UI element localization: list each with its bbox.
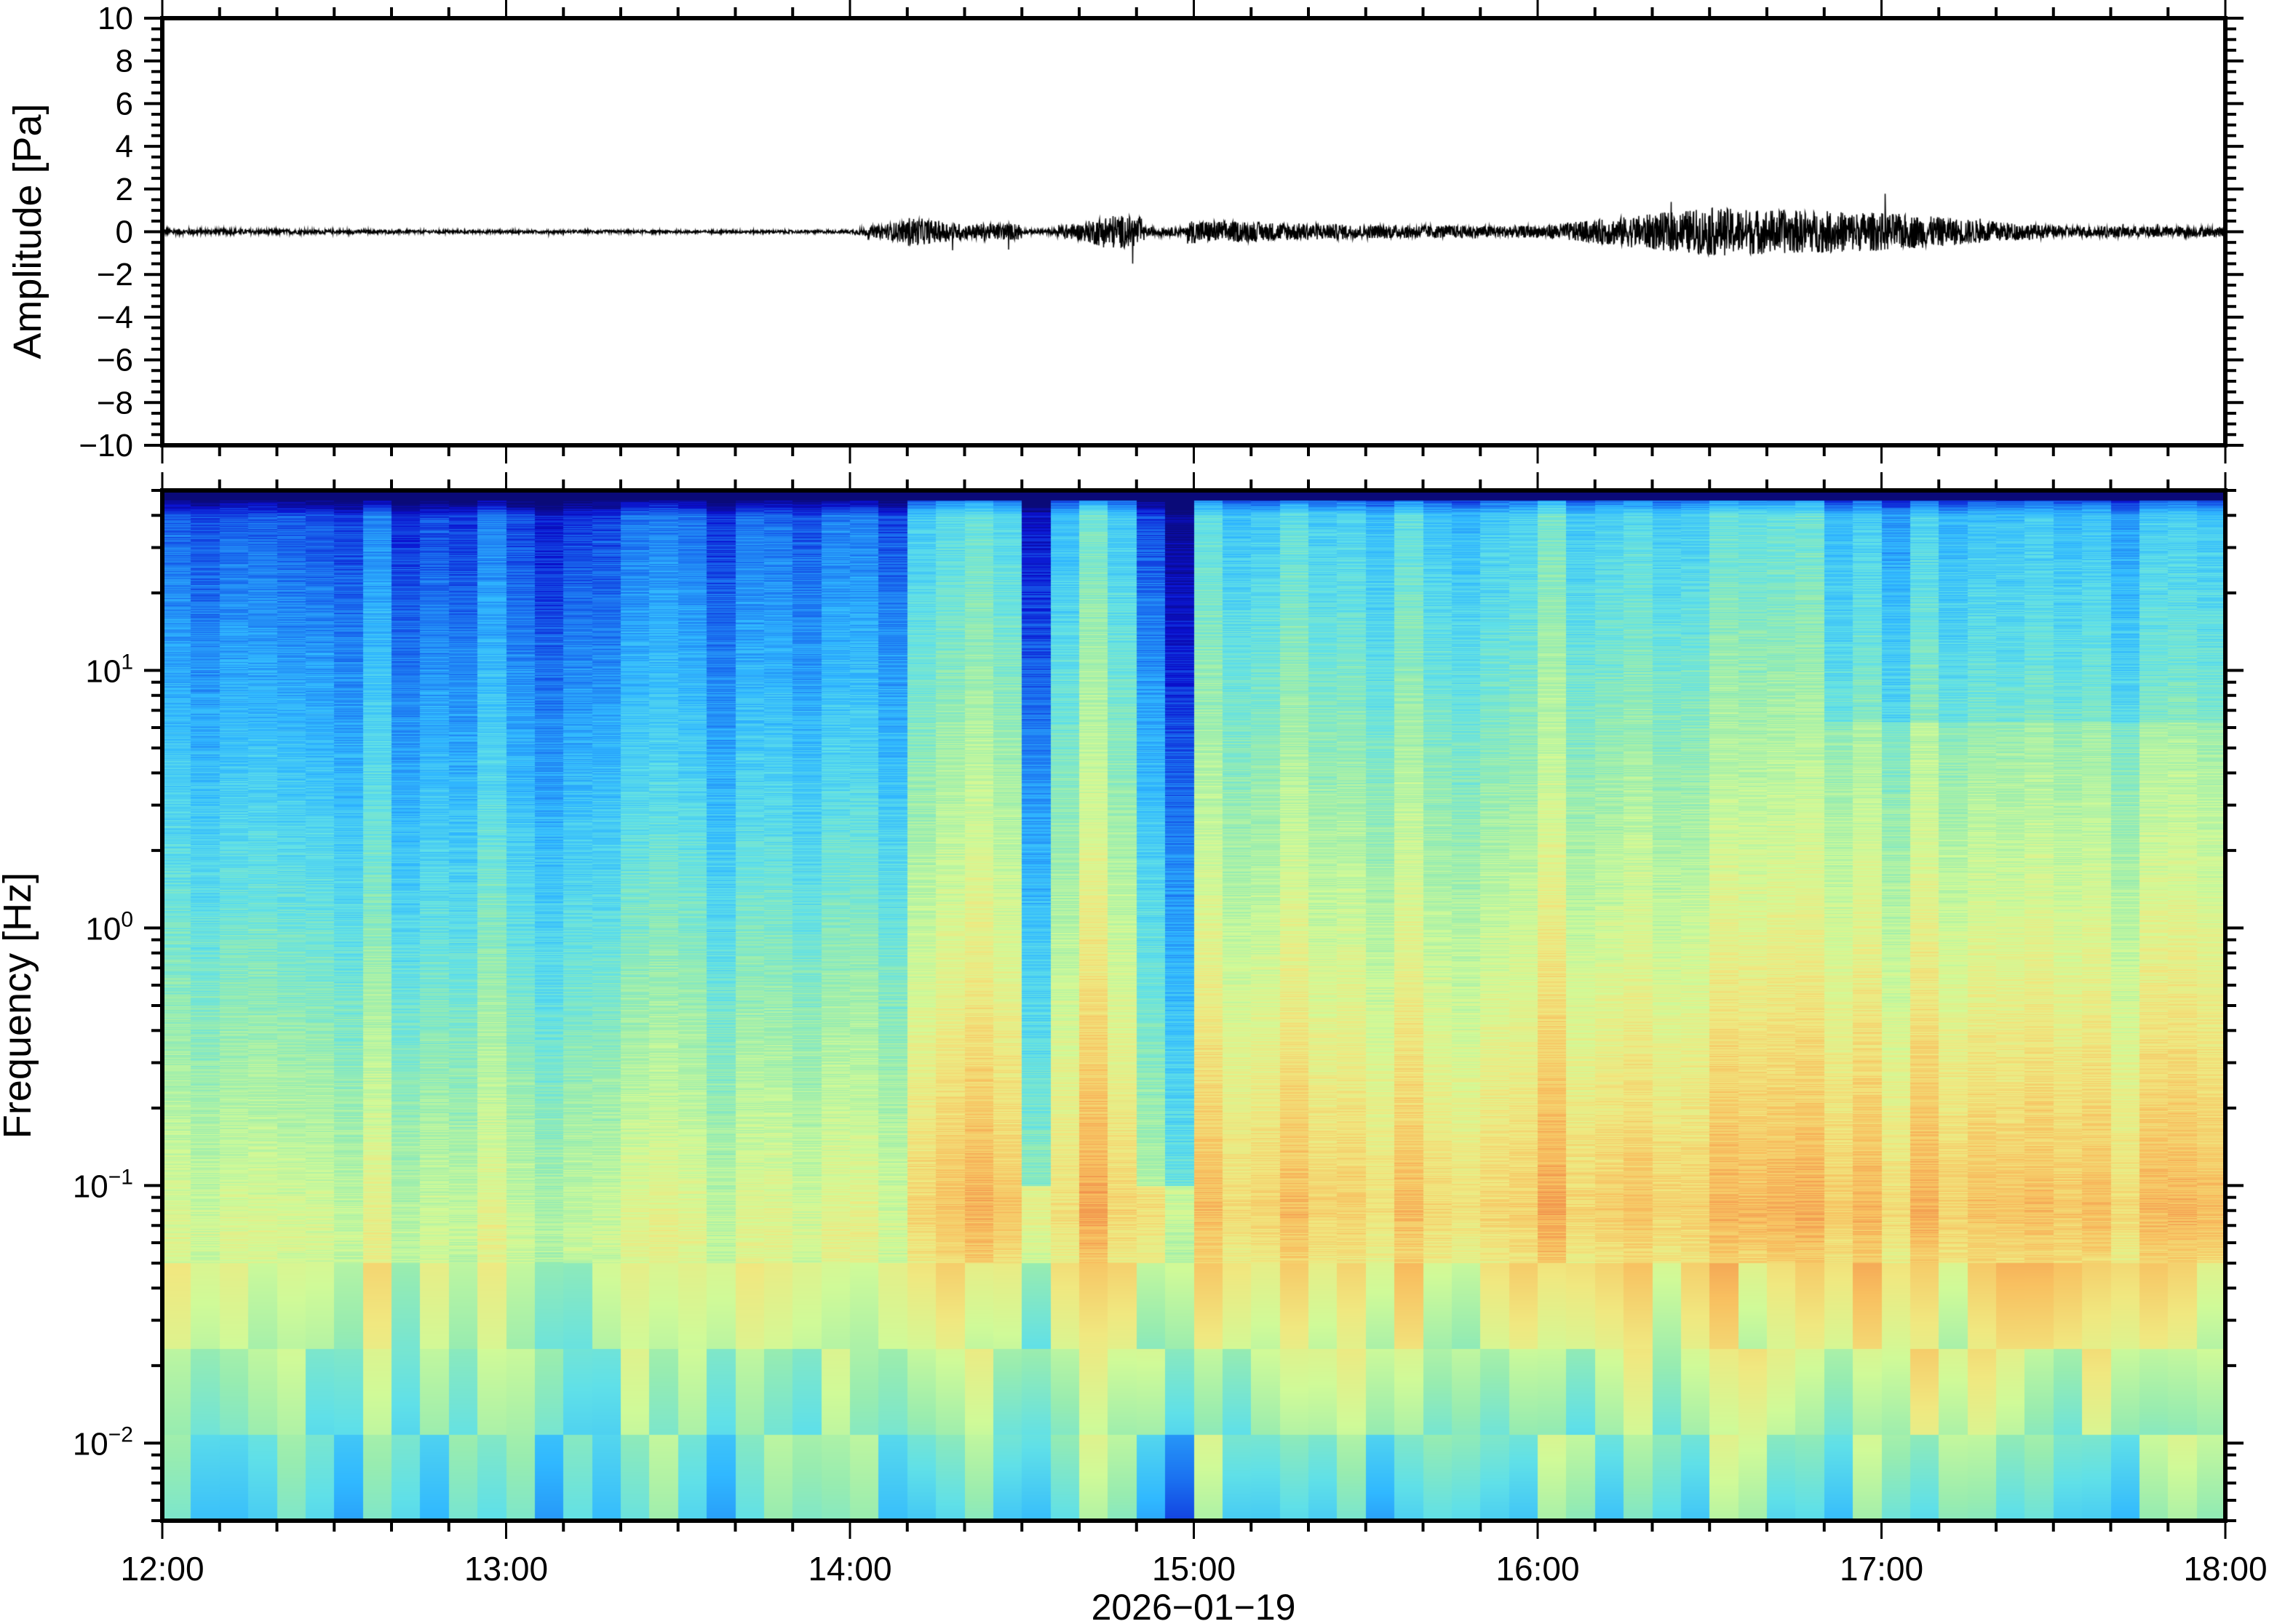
amplitude-tick-label: 6	[116, 86, 133, 122]
amplitude-frame	[160, 16, 2228, 447]
date-axis-label: 2026−01−19	[1092, 1587, 1296, 1624]
frequency-tick-label: 10−1	[73, 1165, 133, 1204]
frequency-axis-title: Frequency [Hz]	[0, 872, 39, 1139]
x-tick-label: 17:00	[1840, 1550, 1923, 1588]
frequency-tick-label: 101	[85, 650, 133, 689]
amplitude-tick-label: −8	[97, 385, 133, 421]
x-tick-label: 13:00	[464, 1550, 548, 1588]
x-tick-label: 14:00	[808, 1550, 891, 1588]
amplitude-tick-label: 8	[116, 44, 133, 79]
x-tick-label: 12:00	[120, 1550, 204, 1588]
amplitude-tick-label: −2	[97, 257, 133, 292]
amplitude-tick-label: −4	[97, 300, 133, 335]
amplitude-tick-label: −10	[79, 428, 133, 463]
spectrogram-heatmap	[162, 490, 2225, 1521]
amplitude-tick-label: −6	[97, 343, 133, 378]
frequency-tick-label: 100	[85, 907, 133, 947]
spectrogram-frame	[160, 488, 2228, 1523]
amplitude-tick-label: 0	[116, 215, 133, 250]
amplitude-tick-label: 2	[116, 172, 133, 207]
x-tick-label: 15:00	[1152, 1550, 1236, 1588]
x-tick-label: 18:00	[2183, 1550, 2267, 1588]
frequency-tick-label: 10−2	[73, 1422, 133, 1462]
amplitude-tick-label: 4	[116, 129, 133, 164]
amplitude-axis-title: Amplitude [Pa]	[6, 103, 49, 359]
amplitude-waveform	[162, 18, 2225, 445]
x-tick-label: 16:00	[1495, 1550, 1579, 1588]
amplitude-tick-label: 10	[98, 1, 133, 36]
